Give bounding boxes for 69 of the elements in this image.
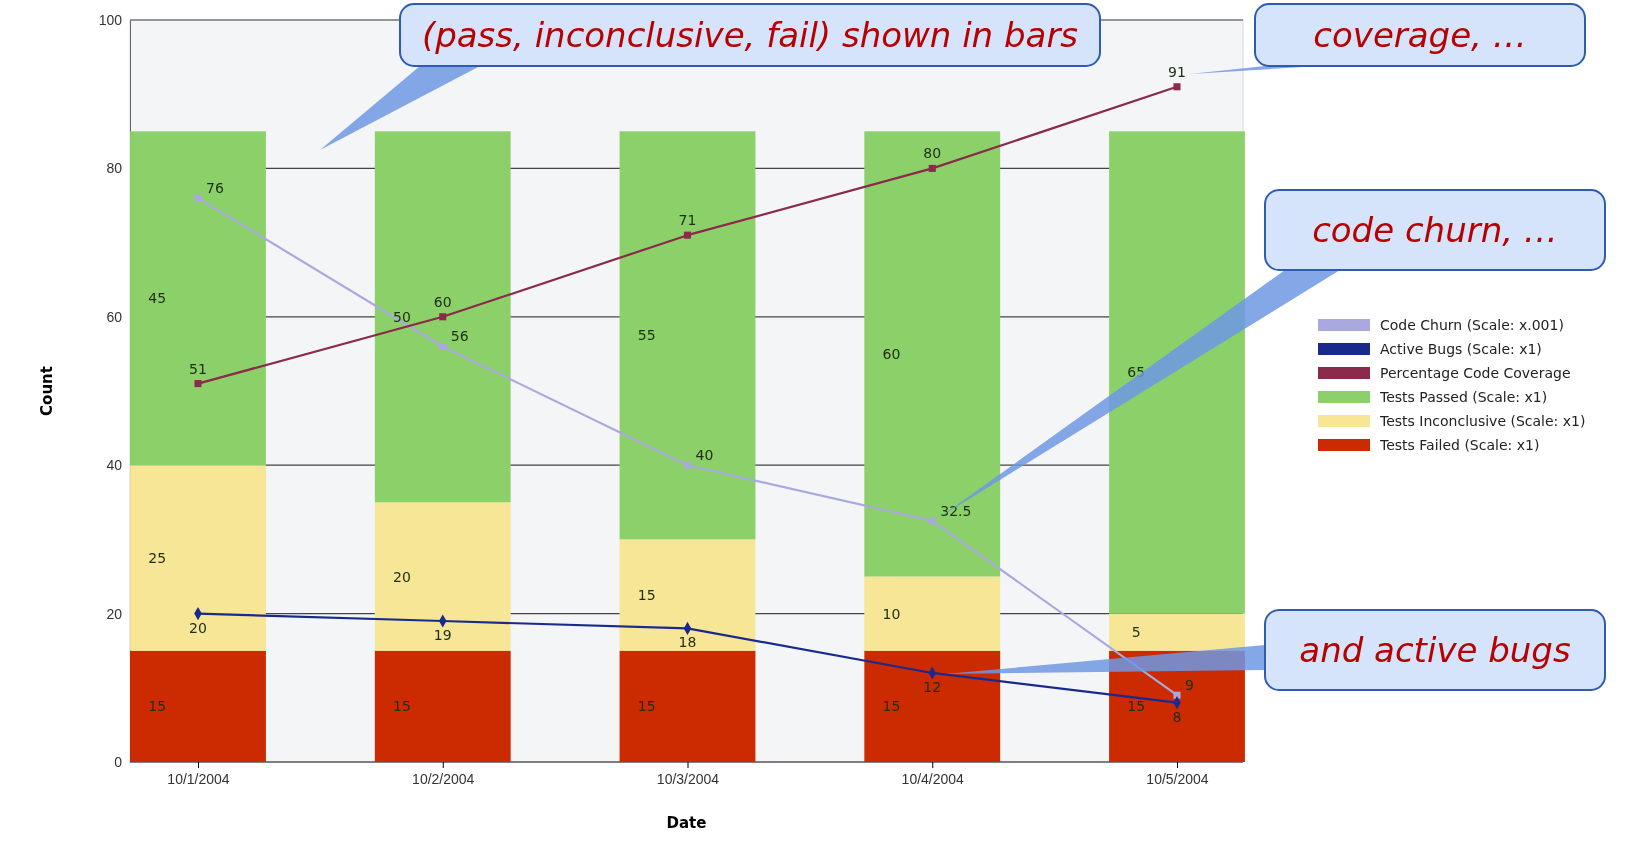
data-label: 8 <box>1172 708 1182 725</box>
y-tick-label: 80 <box>106 160 123 177</box>
data-label: 65 <box>1127 364 1146 381</box>
x-tick-label: 10/2/2004 <box>412 770 475 787</box>
data-label: 5 <box>1131 624 1141 641</box>
point <box>928 164 936 172</box>
data-label: 10 <box>882 605 901 622</box>
legend-label: Tests Failed (Scale: x1) <box>1379 437 1540 453</box>
point <box>928 517 936 525</box>
x-tick-label: 10/3/2004 <box>656 770 720 787</box>
x-tick-label: 10/1/2004 <box>167 770 230 787</box>
data-label: 15 <box>1127 698 1146 715</box>
data-label: 15 <box>637 698 656 715</box>
y-tick-label: 60 <box>106 308 123 325</box>
point <box>683 231 692 239</box>
data-label: 56 <box>450 328 469 345</box>
x-tick-label: 10/5/2004 <box>1146 770 1209 787</box>
data-label: 18 <box>678 634 697 651</box>
data-label: 15 <box>148 698 167 715</box>
data-label: 45 <box>148 290 167 307</box>
bar <box>864 650 1001 762</box>
y-axis-title: Count <box>38 366 56 416</box>
data-label: 20 <box>393 568 411 585</box>
data-label: 76 <box>206 180 224 197</box>
x-axis-title: Date <box>666 814 707 832</box>
point <box>1173 691 1181 699</box>
data-label: 32.5 <box>940 502 972 519</box>
data-label: 15 <box>637 587 656 604</box>
point <box>194 380 202 388</box>
legend-label: Percentage Code Coverage <box>1380 365 1571 381</box>
legend-label: Active Bugs (Scale: x1) <box>1380 341 1542 357</box>
data-label: 50 <box>393 308 411 325</box>
point <box>439 313 447 321</box>
annotation: (pass, inconclusive, fail) shown in bars <box>421 15 1079 55</box>
y-tick-label: 100 <box>98 11 123 28</box>
y-tick-label: 40 <box>106 457 123 474</box>
legend-label: Code Churn (Scale: x.001) <box>1380 317 1564 333</box>
data-label: 40 <box>695 447 714 464</box>
y-tick-label: 0 <box>114 753 123 770</box>
bar <box>374 650 511 762</box>
data-label: 60 <box>882 345 901 362</box>
legend-label: Tests Inconclusive (Scale: x1) <box>1379 413 1586 429</box>
data-label: 60 <box>433 293 452 310</box>
bar <box>619 539 756 651</box>
point <box>1173 83 1181 91</box>
data-label: 51 <box>189 360 207 377</box>
data-label: 71 <box>678 212 697 229</box>
bar <box>619 131 756 540</box>
data-label: 9 <box>1185 677 1194 694</box>
data-label: 15 <box>882 698 901 715</box>
point <box>439 342 447 351</box>
data-label: 19 <box>433 627 452 644</box>
data-label: 91 <box>1168 63 1186 80</box>
data-label: 55 <box>637 327 656 344</box>
data-label: 25 <box>148 549 167 566</box>
data-label: 20 <box>189 619 207 636</box>
bar <box>374 502 511 651</box>
point <box>194 194 202 202</box>
bar <box>130 131 266 466</box>
data-label: 12 <box>923 678 942 695</box>
bar <box>864 576 1001 651</box>
x-tick-label: 10/4/2004 <box>901 770 965 787</box>
bar <box>619 650 756 762</box>
bar <box>130 465 266 651</box>
data-label: 15 <box>393 698 411 715</box>
y-tick-label: 20 <box>106 605 123 622</box>
bar <box>130 650 266 762</box>
legend-label: Tests Passed (Scale: x1) <box>1379 389 1548 405</box>
point <box>683 461 692 469</box>
